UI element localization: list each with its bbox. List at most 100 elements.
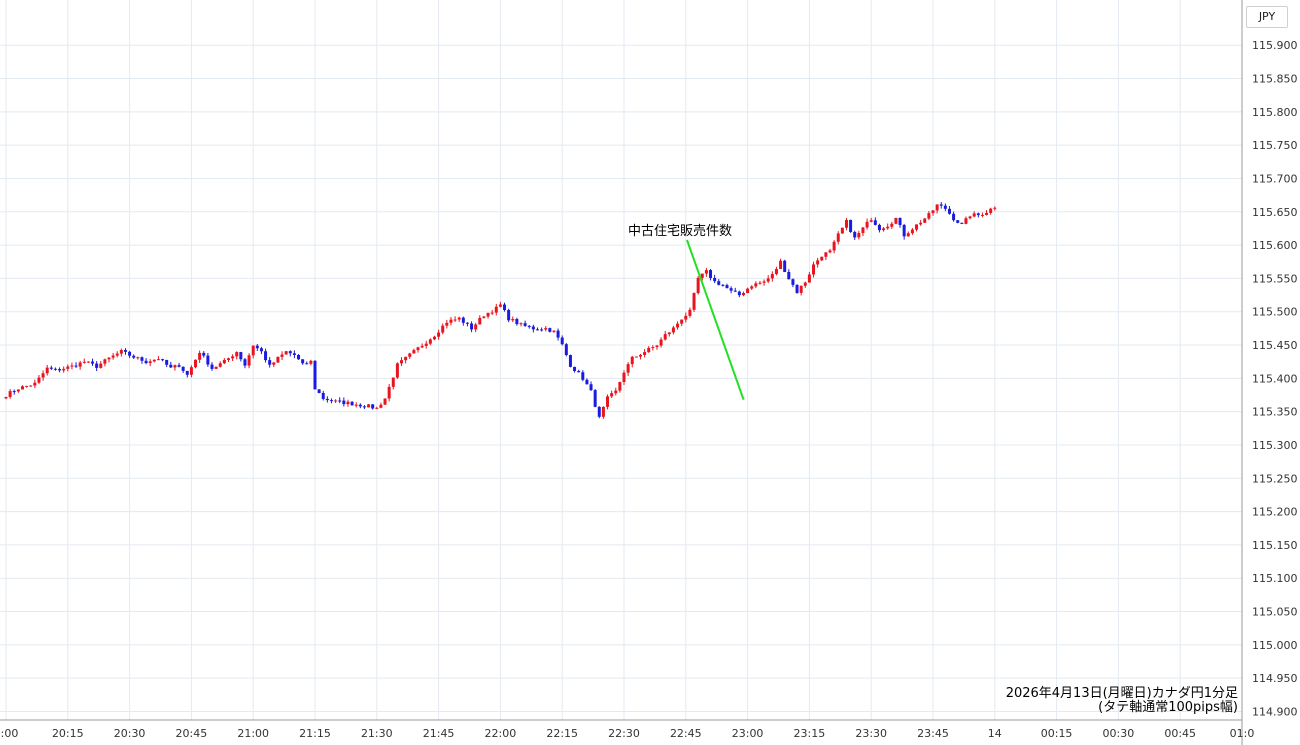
candle-body <box>243 359 247 366</box>
candle-body <box>222 359 226 364</box>
candle-body <box>185 370 189 375</box>
candle <box>626 362 630 376</box>
candle <box>861 227 865 237</box>
candle <box>123 348 127 355</box>
candle <box>729 286 733 294</box>
candle <box>161 358 165 362</box>
candle <box>99 361 103 369</box>
candle-body <box>136 357 140 359</box>
candle-body <box>750 286 754 289</box>
candle-body <box>589 384 593 391</box>
candle-body <box>663 334 667 340</box>
candle <box>647 346 651 353</box>
caption-date-line: 2026年4月13日(月曜日)カナダ円1分足 <box>1005 686 1238 701</box>
candle <box>309 359 313 366</box>
candle <box>404 356 408 364</box>
candle <box>935 204 939 214</box>
candle-body <box>820 256 824 261</box>
candle <box>564 343 568 357</box>
price-tick-label: 115.900 <box>1252 39 1298 52</box>
candle-body <box>799 285 803 293</box>
candle-body <box>766 278 770 282</box>
caption-scale-line: (タテ軸通常100pips幅) <box>1098 700 1238 715</box>
time-tick-label: 00:15 <box>1041 727 1073 740</box>
candle <box>663 330 667 341</box>
candle-body <box>597 406 601 417</box>
candle <box>704 267 708 277</box>
candle-body <box>910 229 914 234</box>
candle-body <box>416 347 420 351</box>
time-tick-label: 00:30 <box>1103 727 1135 740</box>
candle <box>375 406 379 410</box>
candle <box>49 365 53 370</box>
candle-body <box>741 292 745 296</box>
candle <box>474 322 478 333</box>
annotation-pointer-line <box>686 239 745 401</box>
candle-body <box>412 350 416 354</box>
price-tick-label: 115.050 <box>1252 606 1298 619</box>
candle-body <box>927 213 931 219</box>
candle-body <box>383 398 387 405</box>
candle-body <box>70 365 74 367</box>
candle-body <box>593 390 597 407</box>
candle-body <box>99 363 103 368</box>
candle-body <box>29 385 33 387</box>
candle-body <box>816 260 820 265</box>
candle-body <box>531 326 535 330</box>
candle <box>280 351 284 361</box>
candle-body <box>395 363 399 378</box>
candle <box>709 269 713 281</box>
candle-body <box>754 283 758 287</box>
candle <box>70 362 74 370</box>
candle <box>956 220 960 224</box>
currency-label[interactable]: JPY <box>1246 6 1288 28</box>
candle <box>461 316 465 326</box>
candle <box>165 359 169 368</box>
candle <box>498 301 502 308</box>
candle-body <box>676 323 680 328</box>
candle-body <box>255 345 259 349</box>
candle <box>503 302 507 312</box>
candle-body <box>470 323 474 330</box>
candle-body <box>931 210 935 214</box>
time-tick-label: 23:15 <box>794 727 826 740</box>
candle-body <box>457 317 461 320</box>
candle-body <box>503 304 507 311</box>
candle <box>906 231 910 237</box>
price-tick-label: 115.700 <box>1252 172 1298 185</box>
candle-body <box>309 360 313 364</box>
candle <box>198 350 202 363</box>
candle <box>667 332 671 337</box>
candle <box>544 326 548 332</box>
candle-body <box>651 347 655 349</box>
price-tick-label: 115.400 <box>1252 372 1298 385</box>
candle-body <box>198 352 202 360</box>
candle <box>115 351 119 358</box>
time-tick-label: 23:00 <box>732 727 764 740</box>
candle-body <box>45 367 49 374</box>
candle <box>634 356 638 358</box>
time-tick-label: 20:45 <box>176 727 208 740</box>
candle-body <box>461 317 465 323</box>
candle <box>548 327 552 333</box>
price-tick-label: 115.550 <box>1252 272 1298 285</box>
candle-body <box>585 379 589 385</box>
candle-body <box>214 366 218 369</box>
time-tick-label: 23:45 <box>917 727 949 740</box>
candle <box>391 377 395 390</box>
candle-body <box>490 312 494 314</box>
candle-body <box>581 372 585 380</box>
candle-body <box>123 350 127 352</box>
candle <box>869 217 873 223</box>
candle-body <box>680 319 684 324</box>
candle <box>527 325 531 329</box>
candle-body <box>956 220 960 223</box>
candle-body <box>329 400 333 402</box>
candle-body <box>371 404 375 409</box>
candle-body <box>264 351 268 361</box>
candlestick-series <box>4 202 997 419</box>
candle-body <box>486 312 490 317</box>
candle-body <box>527 325 531 327</box>
candle-body <box>560 337 564 345</box>
candle <box>943 203 947 212</box>
